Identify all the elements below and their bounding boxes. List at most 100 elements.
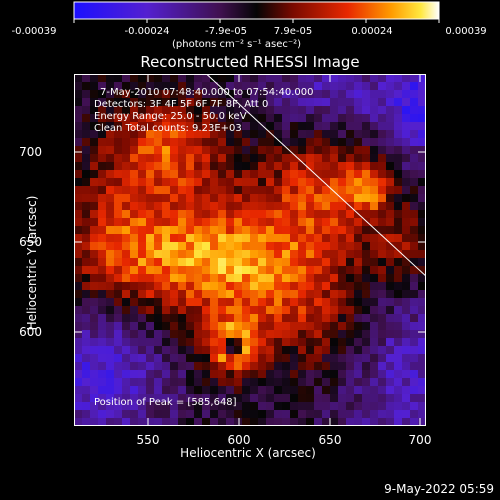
image-pixel — [370, 370, 379, 379]
image-pixel — [298, 282, 307, 291]
image-pixel — [114, 330, 123, 339]
image-pixel — [394, 146, 403, 155]
image-pixel — [314, 242, 323, 251]
footer-timestamp: 9-May-2022 05:59 — [384, 482, 494, 496]
image-pixel — [74, 162, 83, 171]
image-pixel — [282, 82, 291, 91]
image-pixel — [314, 202, 323, 211]
x-tick-label: 700 — [408, 433, 432, 447]
image-pixel — [266, 122, 275, 131]
image-pixel — [162, 226, 171, 235]
image-pixel — [90, 82, 99, 91]
image-pixel — [162, 74, 171, 83]
image-pixel — [162, 258, 171, 267]
image-pixel — [282, 178, 291, 187]
image-pixel — [162, 98, 171, 107]
image-pixel — [82, 402, 91, 411]
image-pixel — [186, 370, 195, 379]
image-pixel — [242, 258, 251, 267]
image-pixel — [362, 402, 371, 411]
image-pixel — [218, 178, 227, 187]
image-pixel — [402, 346, 411, 355]
image-pixel — [226, 418, 235, 426]
image-pixel — [170, 282, 179, 291]
image-pixel — [410, 274, 419, 283]
image-pixel — [346, 218, 355, 227]
image-pixel — [210, 106, 219, 115]
image-pixel — [346, 146, 355, 155]
image-pixel — [98, 194, 107, 203]
image-pixel — [418, 226, 426, 235]
image-pixel — [330, 138, 339, 147]
image-pixel — [298, 338, 307, 347]
image-pixel — [146, 370, 155, 379]
image-pixel — [322, 82, 331, 91]
image-pixel — [178, 322, 187, 331]
image-pixel — [362, 346, 371, 355]
image-pixel — [114, 154, 123, 163]
image-pixel — [186, 162, 195, 171]
image-pixel — [418, 194, 426, 203]
image-pixel — [90, 282, 99, 291]
image-pixel — [402, 226, 411, 235]
image-pixel — [202, 130, 211, 139]
image-pixel — [402, 386, 411, 395]
image-pixel — [82, 330, 91, 339]
image-pixel — [290, 338, 299, 347]
image-pixel — [266, 298, 275, 307]
image-pixel — [306, 114, 315, 123]
image-pixel — [154, 354, 163, 363]
image-pixel — [170, 314, 179, 323]
image-pixel — [178, 202, 187, 211]
image-pixel — [330, 218, 339, 227]
image-pixel — [226, 298, 235, 307]
image-pixel — [410, 98, 419, 107]
image-pixel — [170, 274, 179, 283]
image-pixel — [186, 282, 195, 291]
image-pixel — [418, 122, 426, 131]
image-pixel — [234, 386, 243, 395]
image-pixel — [218, 194, 227, 203]
image-pixel — [258, 346, 267, 355]
image-pixel — [186, 322, 195, 331]
image-pixel — [154, 74, 163, 83]
image-pixel — [122, 74, 131, 83]
image-pixel — [330, 242, 339, 251]
image-pixel — [90, 242, 99, 251]
image-pixel — [226, 370, 235, 379]
image-pixel — [330, 258, 339, 267]
image-pixel — [314, 74, 323, 83]
image-pixel — [314, 362, 323, 371]
image-pixel — [394, 130, 403, 139]
image-pixel — [346, 162, 355, 171]
image-pixel — [74, 186, 83, 195]
image-pixel — [290, 346, 299, 355]
image-pixel — [82, 226, 91, 235]
image-pixel — [194, 370, 203, 379]
image-pixel — [418, 242, 426, 251]
image-pixel — [122, 362, 131, 371]
image-pixel — [314, 354, 323, 363]
image-pixel — [154, 194, 163, 203]
image-pixel — [346, 130, 355, 139]
image-pixel — [338, 186, 347, 195]
image-pixel — [242, 186, 251, 195]
image-pixel — [250, 178, 259, 187]
image-pixel — [306, 226, 315, 235]
image-pixel — [378, 98, 387, 107]
image-pixel — [362, 394, 371, 403]
image-pixel — [114, 122, 123, 131]
image-pixel — [234, 242, 243, 251]
image-pixel — [90, 186, 99, 195]
image-pixel — [354, 130, 363, 139]
image-pixel — [194, 258, 203, 267]
image-pixel — [330, 186, 339, 195]
image-pixel — [298, 234, 307, 243]
image-pixel — [162, 178, 171, 187]
image-pixel — [258, 258, 267, 267]
image-pixel — [418, 146, 426, 155]
image-pixel — [338, 90, 347, 99]
plot-frame — [74, 74, 426, 426]
image-pixel — [370, 274, 379, 283]
image-pixel — [218, 298, 227, 307]
